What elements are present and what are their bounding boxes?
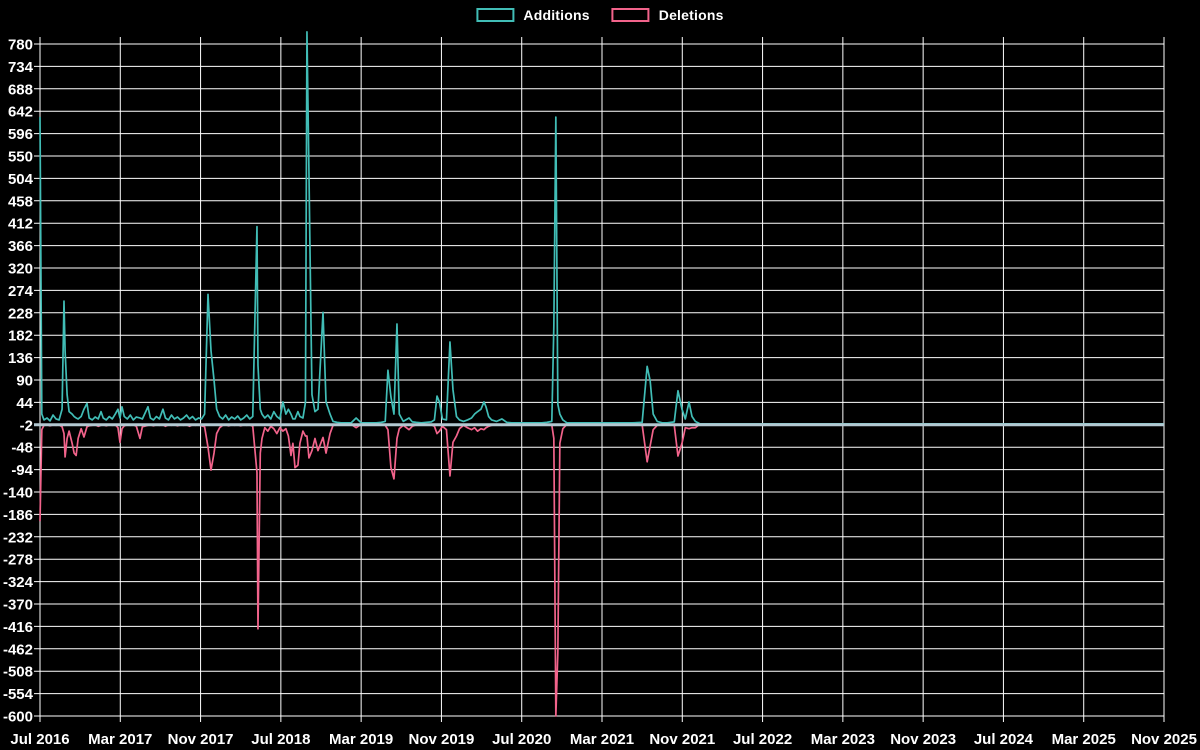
y-tick-label: 274 [8,283,34,300]
x-tick-label: Mar 2021 [570,731,634,748]
x-tick-label: Nov 2017 [168,731,234,748]
deletions-swatch-icon [611,8,650,22]
x-tick-label: Jul 2018 [251,731,310,748]
deletions-line [39,422,1164,717]
y-tick-label: -508 [3,664,33,681]
y-tick-label: 136 [8,350,33,367]
y-axis-labels: 780 734 688 642 596 550 504 458 412 366 320 274 228 1… [3,37,34,726]
legend-item-deletions[interactable]: Deletions [611,7,724,23]
y-tick-label: -232 [3,529,33,546]
y-tick-label: 412 [8,216,33,233]
y-tick-label: -324 [3,574,34,591]
y-tick-label: 734 [8,59,34,76]
legend-label-deletions: Deletions [658,7,724,23]
y-tick-label: -186 [3,507,33,524]
x-tick-label: Jul 2020 [492,731,551,748]
y-tick-label: 44 [16,395,33,412]
y-tick-label: 228 [8,305,33,322]
y-tick-label: 688 [8,81,33,98]
y-tick-label: 780 [8,37,33,54]
additions-line [39,30,1164,425]
x-tick-label: Nov 2021 [649,731,715,748]
y-tick-label: 366 [8,238,33,255]
x-tick-label: Nov 2023 [890,731,956,748]
x-tick-label: Jul 2024 [974,731,1034,748]
y-tick-label: -370 [3,597,33,614]
y-tick-label: -94 [11,462,33,479]
y-tick-label: 90 [16,373,33,390]
x-tick-label: Mar 2025 [1052,731,1116,748]
y-tick-label: -140 [3,485,33,502]
y-tick-label: -554 [3,686,34,703]
x-tick-label: Jul 2016 [10,731,69,748]
legend-item-additions[interactable]: Additions [476,7,590,23]
x-tick-label: Jul 2022 [733,731,792,748]
additions-swatch-icon [476,8,515,22]
x-axis-labels: Jul 2016 Mar 2017 Nov 2017 Jul 2018 Mar 2019… [10,731,1197,748]
y-tick-label: 642 [8,104,33,121]
y-tick-label: -278 [3,552,33,569]
y-tick-label: -600 [3,709,33,726]
y-tick-label: -2 [20,417,33,434]
y-tick-label: 182 [8,328,33,345]
x-tick-label: Mar 2019 [329,731,393,748]
y-tick-label: 550 [8,149,33,166]
y-tick-label: -416 [3,619,33,636]
y-tick-label: -462 [3,641,33,658]
x-tick-label: Mar 2017 [88,731,152,748]
y-tick-label: 596 [8,126,33,143]
y-tick-label: 320 [8,261,33,278]
x-tick-label: Nov 2019 [408,731,474,748]
grid-lines [34,37,1165,722]
y-tick-label: 458 [8,193,33,210]
chart-legend: Additions Deletions [476,7,723,23]
x-tick-label: Nov 2025 [1131,731,1197,748]
y-tick-label: -48 [11,440,33,457]
y-tick-label: 504 [8,171,34,188]
legend-label-additions: Additions [523,7,590,23]
x-tick-label: Mar 2023 [811,731,875,748]
